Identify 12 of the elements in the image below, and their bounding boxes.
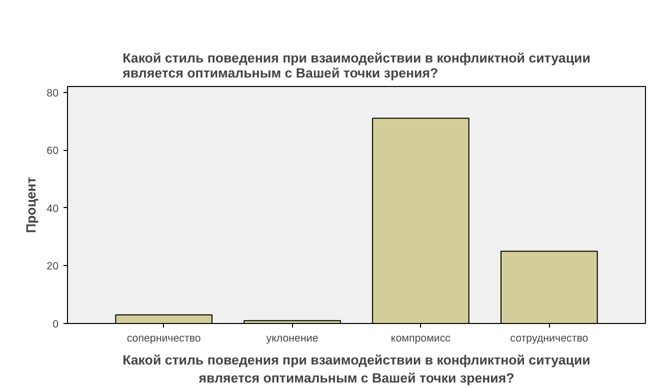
y-tick-label: 60: [46, 145, 59, 158]
y-tick-label: 0: [52, 318, 59, 330]
y-tick-label: 80: [46, 87, 59, 100]
x-tick-label: уклонение: [266, 332, 318, 344]
chart-title: Какой стиль поведения при взаимодействии в конфликтной ситуации является оптимальным с Вашей точки зрения?: [122, 50, 590, 80]
y-axis-title: Процент: [24, 176, 39, 234]
x-tick-label: соперничество: [126, 332, 201, 344]
y-tick-label: 20: [46, 260, 59, 273]
x-tick-label: сотрудничество: [510, 332, 588, 344]
y-tick-label: 40: [46, 202, 59, 215]
x-tick-label: компромисс: [390, 332, 452, 344]
x-axis-title: Какой стиль поведения при взаимодействии в конфликтной ситуации является оптимальным с Вашей точки зрения?: [122, 352, 590, 386]
